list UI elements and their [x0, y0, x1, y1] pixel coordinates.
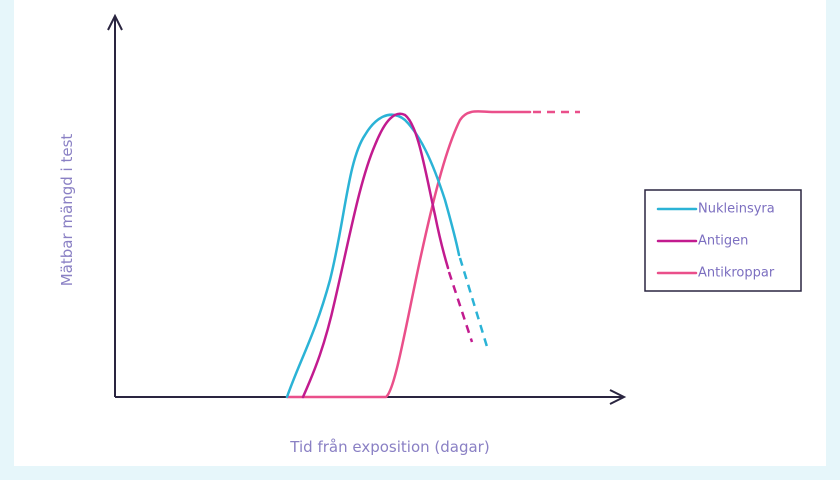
x-axis-label: Tid från exposition (dagar): [289, 438, 489, 456]
legend-label: Antigen: [698, 234, 748, 249]
y-axis: [107, 13, 123, 397]
nucleic-acid-curve: [285, 113, 461, 399]
legend-label: Antikroppar: [698, 266, 775, 281]
legend: Nukleinsyra Antigen Antikroppar: [644, 189, 802, 292]
y-axis-label: Mätbar mängd i test: [58, 134, 76, 287]
antigen-curve: [301, 112, 450, 399]
antigen-curve-dashed: [447, 271, 474, 343]
nucleic-acid-curve-dashed: [458, 257, 490, 351]
legend-label: Nukleinsyra: [698, 202, 775, 217]
